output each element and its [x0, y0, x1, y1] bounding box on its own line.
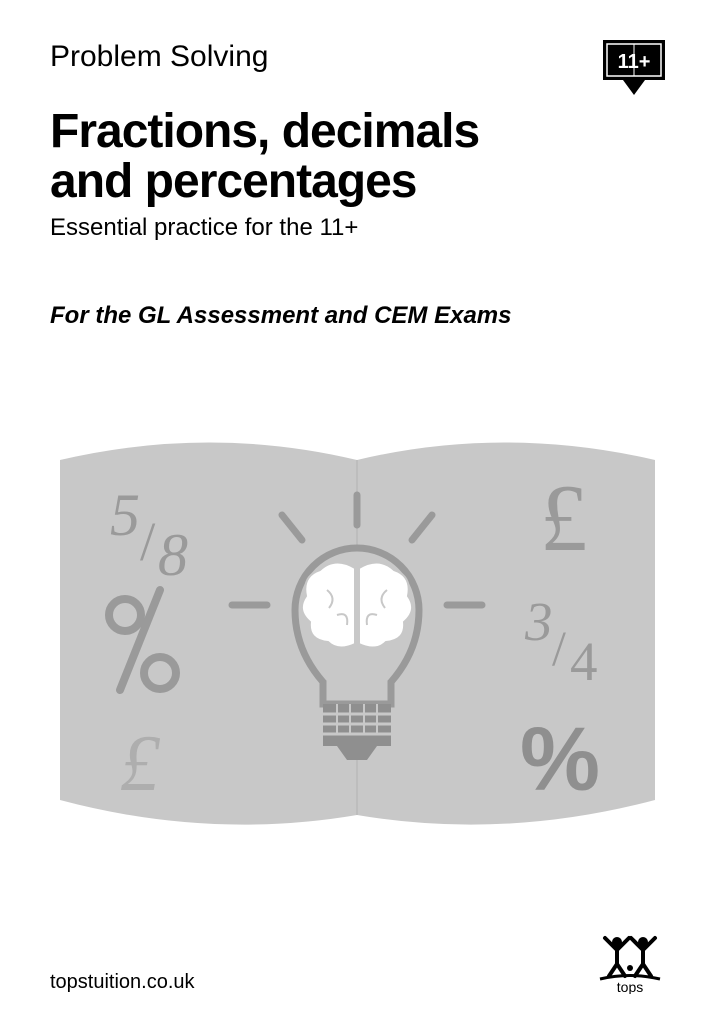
svg-text:%: % [520, 710, 600, 810]
eleven-plus-badge: 11+ [603, 40, 665, 95]
svg-text:tops: tops [617, 979, 643, 994]
svg-text:£: £ [540, 465, 588, 571]
svg-text:3: 3 [524, 591, 553, 652]
svg-text:11+: 11+ [618, 51, 651, 73]
tops-logo: tops [595, 924, 665, 994]
svg-text:£: £ [120, 720, 161, 808]
book-illustration: 5 / 8 £ £ 3 / 4 % [50, 420, 665, 850]
svg-text:/: / [552, 620, 566, 676]
svg-text:5: 5 [110, 482, 140, 548]
svg-text:4: 4 [570, 631, 598, 692]
svg-text:8: 8 [158, 522, 188, 588]
category-label: Problem Solving [50, 40, 268, 74]
website-url: topstuition.co.uk [50, 971, 195, 994]
main-title: Fractions, decimals and percentages [50, 107, 665, 208]
exam-description: For the GL Assessment and CEM Exams [50, 302, 665, 330]
svg-text:/: / [140, 511, 156, 572]
subtitle: Essential practice for the 11+ [50, 214, 665, 242]
